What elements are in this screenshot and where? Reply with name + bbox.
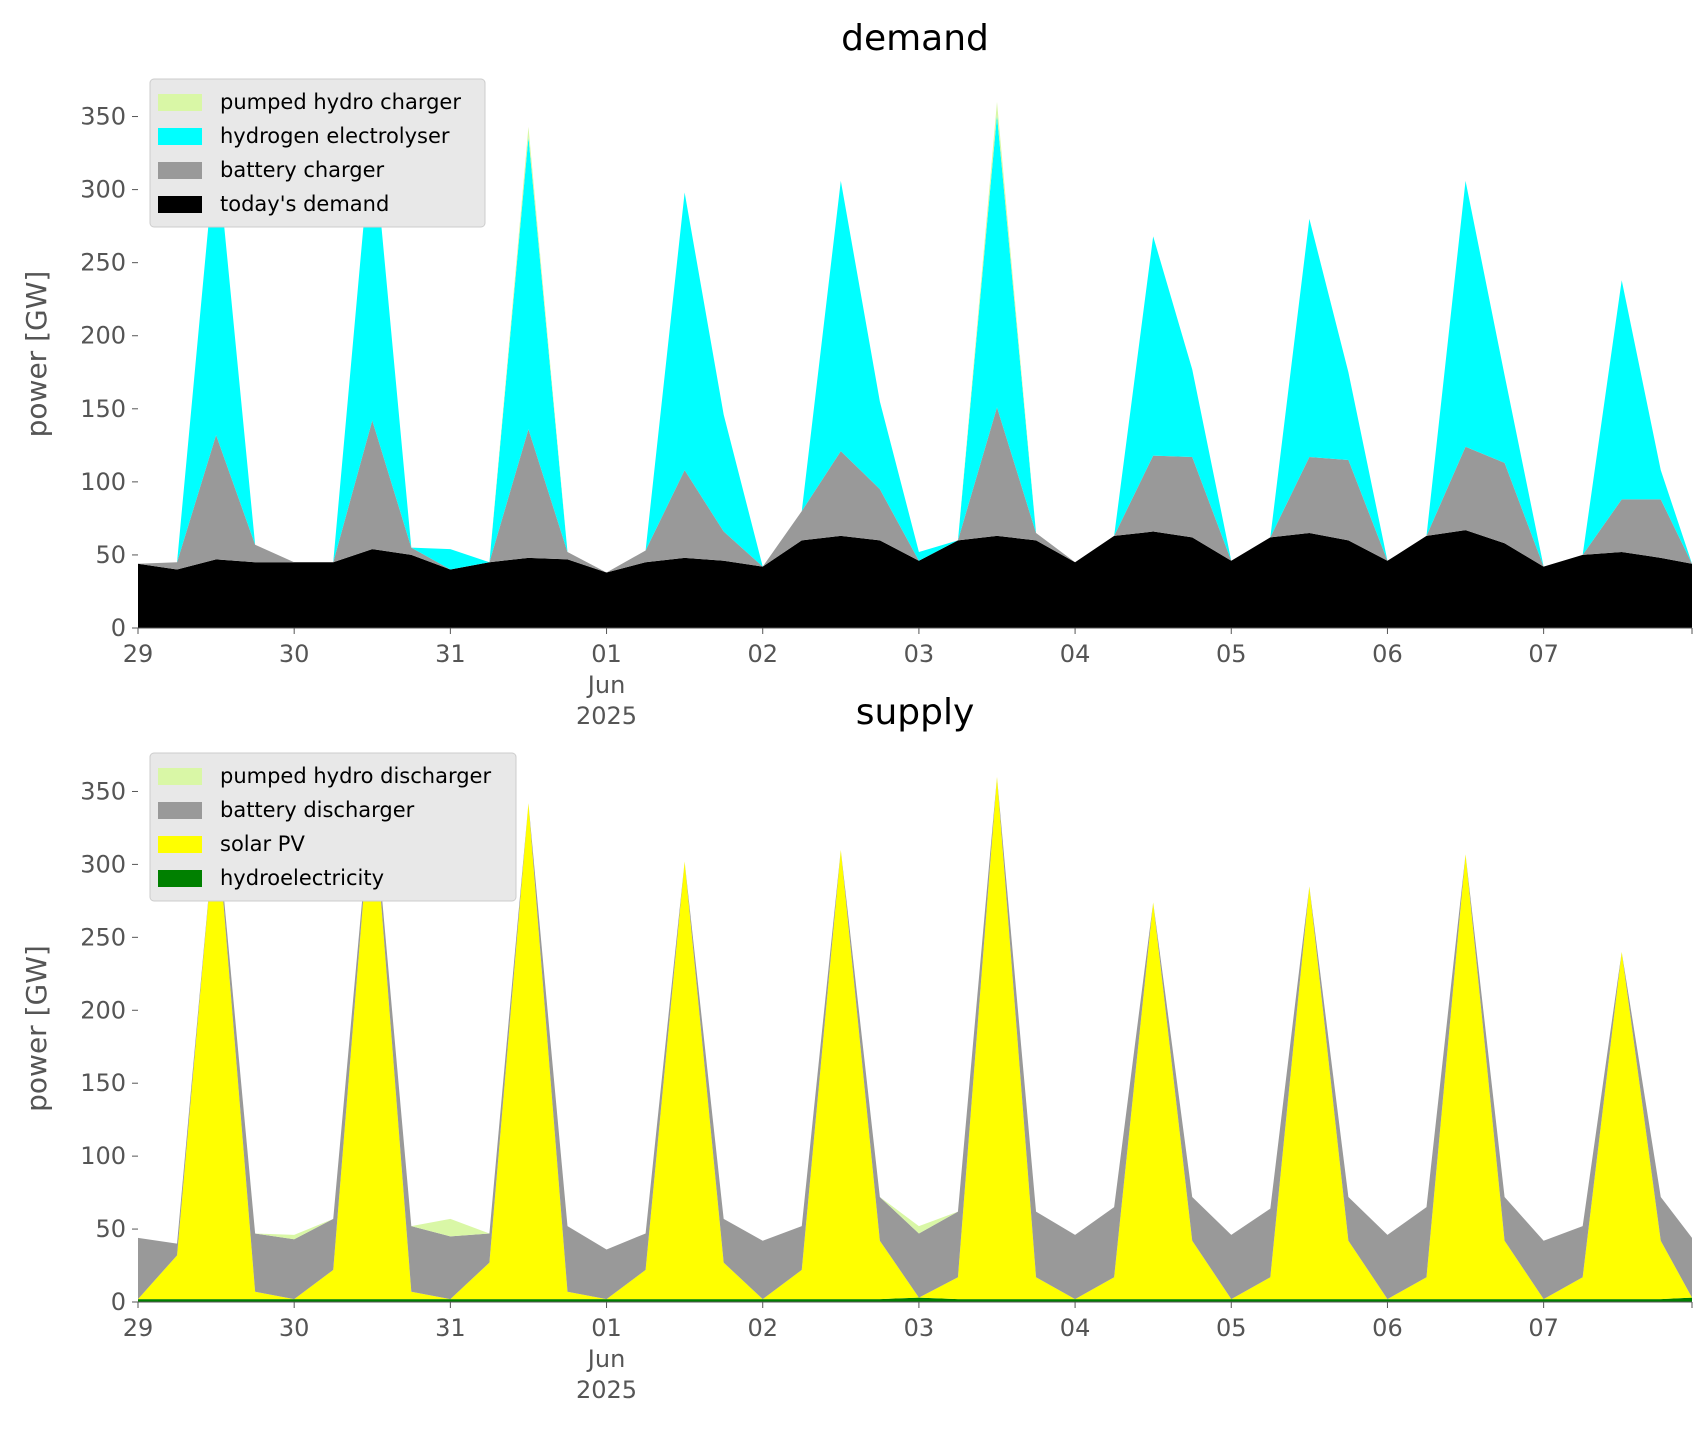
series-battery-charger [138,407,1692,573]
x-tick-label: Jun [586,671,626,699]
legend-label: pumped hydro charger [220,90,461,114]
y-tick-label: 50 [95,541,126,569]
y-tick-label: 300 [80,850,126,878]
legend-label: hydroelectricity [220,866,384,890]
y-tick-label: 250 [80,923,126,951]
legend-label: pumped hydro discharger [220,764,491,788]
y-tick-label: 0 [111,1288,126,1316]
x-tick-label: 07 [1528,1314,1559,1342]
series-today-s-demand [138,530,1692,628]
x-tick-label: 06 [1372,1314,1403,1342]
series-hydroelectricity [138,1297,1692,1302]
y-tick-label: 250 [80,249,126,277]
y-tick-label: 300 [80,176,126,204]
x-tick-label: 06 [1372,640,1403,668]
x-tick-label: 31 [435,640,466,668]
legend-label: hydrogen electrolyser [220,124,450,148]
x-tick-label: 29 [123,640,154,668]
legend-swatch [158,196,202,213]
x-tick-label: 07 [1528,640,1559,668]
y-tick-label: 0 [111,614,126,642]
series-solar-pv [138,776,1692,1300]
legend-box [149,78,486,228]
legend-label: solar PV [220,832,305,856]
x-tick-label: 31 [435,1314,466,1342]
y-tick-label: 200 [80,322,126,350]
y-tick-label: 150 [80,1069,126,1097]
y-tick-label: 100 [80,1142,126,1170]
x-tick-label: 30 [279,640,310,668]
x-tick-label: 03 [904,640,935,668]
series-battery-discharger [138,776,1692,1300]
x-tick-label: 02 [747,1314,778,1342]
legend-label: battery charger [220,158,385,182]
x-tick-label: 03 [904,1314,935,1342]
x-tick-label: 05 [1216,640,1247,668]
legend-swatch [158,870,202,887]
x-tick-label: 30 [279,1314,310,1342]
legend: pumped hydro charger hydrogen electrolyse… [149,78,486,228]
y-tick-label: 350 [80,777,126,805]
y-axis-label: power [GW] [20,945,53,1112]
legend-box [149,752,517,902]
x-tick-label: 2025 [576,702,637,730]
x-tick-label: 04 [1060,640,1091,668]
series-hydrogen-electrolyser [138,115,1692,573]
y-tick-label: 350 [80,103,126,131]
x-tick-label: 29 [123,1314,154,1342]
x-tick-label: 01 [591,1314,622,1342]
x-tick-label: 02 [747,640,778,668]
y-tick-label: 100 [80,468,126,496]
x-tick-label: 01 [591,640,622,668]
y-tick-label: 50 [95,1215,126,1243]
chart-title: supply [856,692,975,733]
x-tick-label: 04 [1060,1314,1091,1342]
x-tick-label: 05 [1216,1314,1247,1342]
legend-swatch [158,128,202,145]
x-tick-label: 2025 [576,1376,637,1404]
legend-swatch [158,836,202,853]
legend: pumped hydro discharger battery discharge… [149,752,517,902]
y-tick-label: 200 [80,996,126,1024]
legend-swatch [158,162,202,179]
y-tick-label: 150 [80,395,126,423]
chart-title: demand [841,18,989,59]
legend-swatch [158,768,202,785]
x-tick-label: Jun [586,1345,626,1373]
legend-swatch [158,94,202,111]
legend-label: today's demand [220,192,389,216]
legend-swatch [158,802,202,819]
legend-label: battery discharger [220,798,415,822]
y-axis-label: power [GW] [20,271,53,438]
